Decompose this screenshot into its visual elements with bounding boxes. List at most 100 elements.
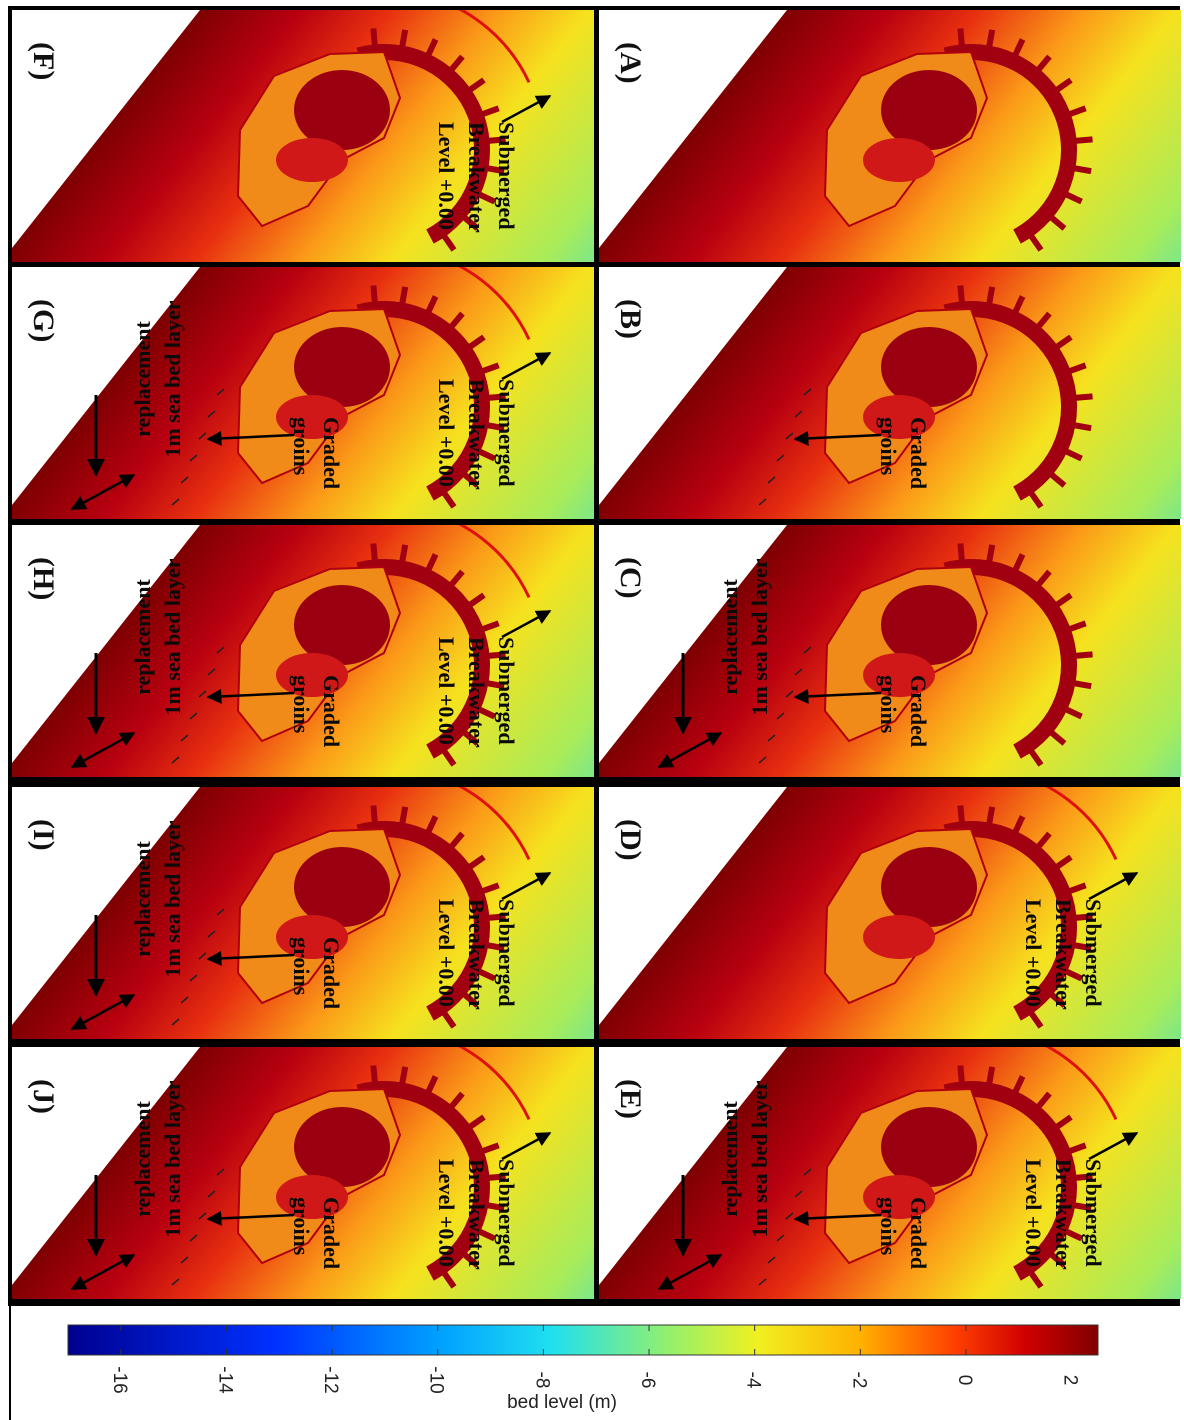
harbour-spur	[957, 28, 966, 51]
harbour-spur	[370, 1065, 379, 1088]
tick-label: -8	[531, 1372, 552, 1389]
harbour-spur	[458, 1248, 480, 1268]
groin	[180, 476, 189, 484]
annotation: replacement	[130, 579, 155, 695]
tick-label: -14	[214, 1366, 235, 1394]
panel-label: (C)	[614, 557, 647, 599]
harbour-spur	[473, 704, 496, 720]
harbour-spur	[1070, 136, 1093, 145]
harbour-arc	[943, 559, 1077, 759]
groin	[785, 432, 794, 440]
harbour-arc	[943, 1081, 1077, 1281]
harbour-spur	[1051, 1114, 1073, 1133]
harbour-spur	[464, 592, 486, 611]
groin	[198, 432, 207, 440]
harbour-spur	[423, 38, 439, 61]
map	[599, 787, 1181, 1039]
arrow	[206, 430, 295, 446]
groin	[180, 1256, 189, 1264]
annotation: Graded	[319, 937, 344, 1009]
harbour-basin	[294, 327, 390, 407]
map	[12, 787, 594, 1039]
harbour-spur	[473, 189, 496, 205]
harbour-spur	[1063, 620, 1087, 634]
harbour-spur	[423, 1075, 439, 1098]
arrow	[501, 1131, 552, 1161]
harbour-spur	[464, 334, 486, 353]
harbour-spur	[370, 543, 379, 566]
harbour-spur	[473, 446, 496, 462]
arrow	[70, 473, 136, 511]
groin	[776, 1234, 785, 1242]
annotation: Graded	[319, 675, 344, 747]
harbour-basin	[276, 395, 348, 439]
groin	[794, 410, 803, 418]
harbour-spur	[458, 988, 480, 1008]
harbour-spur	[481, 941, 505, 952]
harbour-spur	[423, 553, 439, 576]
harbour-spur	[483, 136, 506, 145]
arrow	[206, 1210, 295, 1226]
harbour-basin	[276, 138, 348, 182]
harbour-spur	[1051, 77, 1073, 96]
groin	[758, 1278, 767, 1286]
harbour-arc	[356, 1081, 490, 1281]
groin	[758, 498, 767, 506]
annotation: Submerged	[494, 122, 519, 230]
annotation: groins	[876, 675, 901, 734]
harbour-spur	[483, 1173, 506, 1182]
annotation: Level +0.00	[1021, 1159, 1046, 1267]
groin	[794, 1190, 803, 1198]
harbour-spur	[985, 286, 996, 310]
harbour-spur	[476, 105, 500, 119]
harbour-spur	[1068, 164, 1092, 175]
panel: (A)	[599, 10, 1181, 262]
arrow	[206, 688, 295, 704]
groin	[171, 1018, 180, 1026]
groin	[216, 388, 225, 396]
harbour-spur	[1060, 966, 1083, 982]
groin	[803, 1168, 812, 1176]
harbour-basin	[881, 847, 977, 927]
harbour-basin	[276, 915, 348, 959]
harbour-arc	[356, 301, 490, 501]
harbour-spur	[1068, 679, 1092, 690]
harbour-spur	[957, 285, 966, 308]
annotation: Submerged	[494, 899, 519, 1007]
annotation: 1m sea bed layer	[160, 820, 185, 977]
breakwater	[1045, 787, 1118, 861]
harbour-basin	[294, 585, 390, 665]
annotation: Breakwater	[1051, 1159, 1076, 1270]
harbour-spur	[1010, 1075, 1026, 1098]
groin	[758, 756, 767, 764]
groin	[767, 734, 776, 742]
harbour-spur	[398, 29, 409, 53]
land	[599, 267, 787, 505]
harbour-spur	[464, 854, 486, 873]
groin	[785, 690, 794, 698]
harbour-spur	[438, 745, 457, 767]
panel-label: (J)	[27, 1079, 60, 1114]
harbour-spur	[1032, 1091, 1052, 1113]
annotation: groins	[289, 675, 314, 734]
harbour-spur	[1068, 1201, 1092, 1212]
harbour-arc	[356, 44, 490, 244]
groin	[180, 734, 189, 742]
harbour-spur	[1045, 726, 1067, 746]
harbour-spur	[1070, 393, 1093, 402]
harbour-spur	[1010, 295, 1026, 318]
harbour-basin	[276, 1175, 348, 1219]
groin	[767, 1256, 776, 1264]
harbour-arc	[943, 301, 1077, 501]
annotation: 1m sea bed layer	[160, 300, 185, 457]
tick-label: 2	[1060, 1375, 1081, 1386]
harbour-spur	[957, 805, 966, 828]
harbour-spur	[481, 679, 505, 690]
harbour-spur	[1045, 211, 1067, 231]
harbour-spur	[1068, 941, 1092, 952]
